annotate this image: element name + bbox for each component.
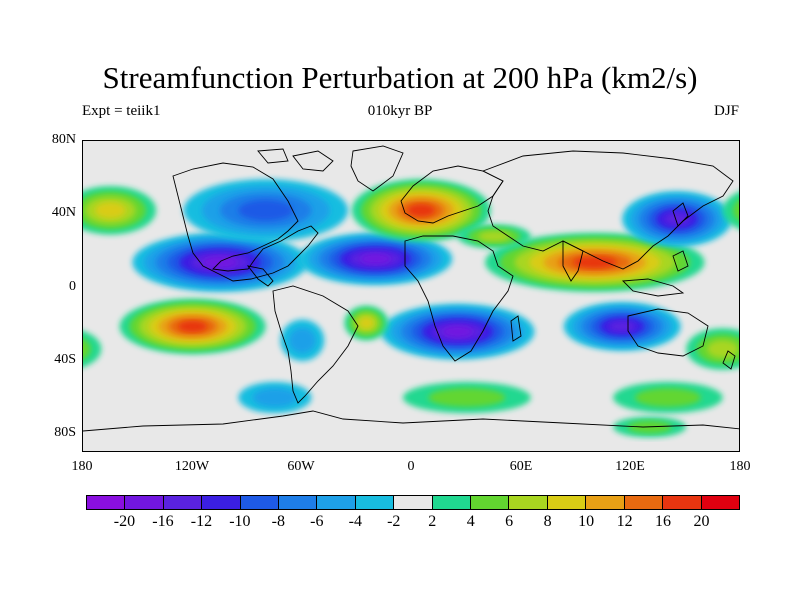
field-contour bbox=[360, 253, 391, 265]
lon-tick-60e: 60E bbox=[509, 459, 533, 474]
colorbar-swatch bbox=[701, 496, 739, 509]
field-contour bbox=[478, 231, 510, 242]
field-contour bbox=[722, 191, 739, 229]
field-contour bbox=[178, 320, 208, 333]
colorbar-swatch bbox=[586, 496, 625, 509]
colorbar-label: -20 bbox=[113, 513, 136, 530]
field-contour bbox=[407, 204, 436, 217]
field-contour bbox=[95, 202, 126, 219]
colorbar-label: 4 bbox=[466, 513, 475, 530]
lat-tick-0: 0 bbox=[69, 279, 76, 294]
season-label: DJF bbox=[713, 103, 739, 119]
lon-tick-180e: 180 bbox=[729, 459, 751, 474]
colorbar-swatch bbox=[279, 496, 318, 509]
coastlines bbox=[83, 145, 739, 432]
field-contour bbox=[83, 330, 102, 368]
colorbar-label: 12 bbox=[616, 513, 633, 530]
field-contour bbox=[608, 320, 636, 333]
colorbar-swatch bbox=[202, 496, 241, 509]
colorbar-label: -16 bbox=[152, 513, 174, 530]
map-panel bbox=[82, 140, 740, 452]
colorbar-swatch bbox=[163, 496, 203, 509]
field-contour bbox=[428, 388, 506, 407]
lon-tick-180w: 180 bbox=[71, 459, 93, 474]
period-label: 010kyr BP bbox=[367, 103, 433, 119]
field-contour bbox=[732, 199, 739, 221]
lon-tick-120e: 120E bbox=[615, 459, 645, 474]
colorbar-label: -12 bbox=[190, 513, 213, 530]
colorbar-label: 8 bbox=[543, 513, 552, 530]
lon-tick-120w: 120W bbox=[174, 459, 210, 474]
colorbar-label: 6 bbox=[505, 513, 514, 530]
colorbar-label: 2 bbox=[428, 513, 437, 530]
lon-tick-0: 0 bbox=[407, 459, 415, 474]
field-contour bbox=[707, 340, 739, 358]
streamfunction-field bbox=[83, 145, 739, 438]
field-contour bbox=[358, 317, 374, 329]
lat-tick-40s: 40S bbox=[54, 352, 76, 367]
colorbar-swatch bbox=[394, 496, 433, 509]
colorbar bbox=[86, 495, 740, 510]
colorbar-label: -4 bbox=[348, 513, 362, 530]
colorbar-label: -6 bbox=[310, 513, 324, 530]
colorbar-label: 10 bbox=[578, 513, 595, 530]
colorbar-swatch bbox=[471, 496, 510, 509]
field-contour bbox=[664, 212, 690, 226]
colorbar-swatch bbox=[547, 496, 587, 509]
field-contour bbox=[634, 388, 701, 407]
colorbar-swatch bbox=[663, 496, 702, 509]
field-contour bbox=[238, 199, 294, 221]
colorbar-label: -10 bbox=[229, 513, 251, 530]
colorbar-swatch bbox=[509, 496, 548, 509]
experiment-label: Expt = teiik1 bbox=[82, 103, 161, 119]
field-contour bbox=[572, 256, 617, 269]
colorbar-swatch bbox=[317, 496, 356, 509]
lat-tick-80s: 80S bbox=[54, 425, 76, 440]
colorbar-label: 16 bbox=[655, 513, 672, 530]
field-contour bbox=[289, 327, 316, 353]
colorbar-swatch bbox=[87, 496, 126, 509]
field-contour bbox=[83, 338, 91, 360]
field-contour bbox=[252, 388, 297, 407]
lon-tick-60w: 60W bbox=[287, 459, 315, 474]
colorbar-label: 20 bbox=[693, 513, 710, 530]
colorbar-swatch bbox=[355, 496, 395, 509]
field-contour bbox=[442, 326, 474, 338]
colorbar-label: -2 bbox=[387, 513, 401, 530]
lat-tick-80n: 80N bbox=[51, 132, 76, 147]
colorbar-swatch bbox=[240, 496, 280, 509]
colorbar-swatch bbox=[125, 496, 164, 509]
colorbar-swatch bbox=[432, 496, 472, 509]
colorbar-label: -8 bbox=[271, 513, 285, 530]
map-title: Streamfunction Perturbation at 200 hPa (… bbox=[102, 60, 698, 95]
colorbar-swatch bbox=[624, 496, 664, 509]
lat-tick-40n: 40N bbox=[51, 205, 76, 220]
